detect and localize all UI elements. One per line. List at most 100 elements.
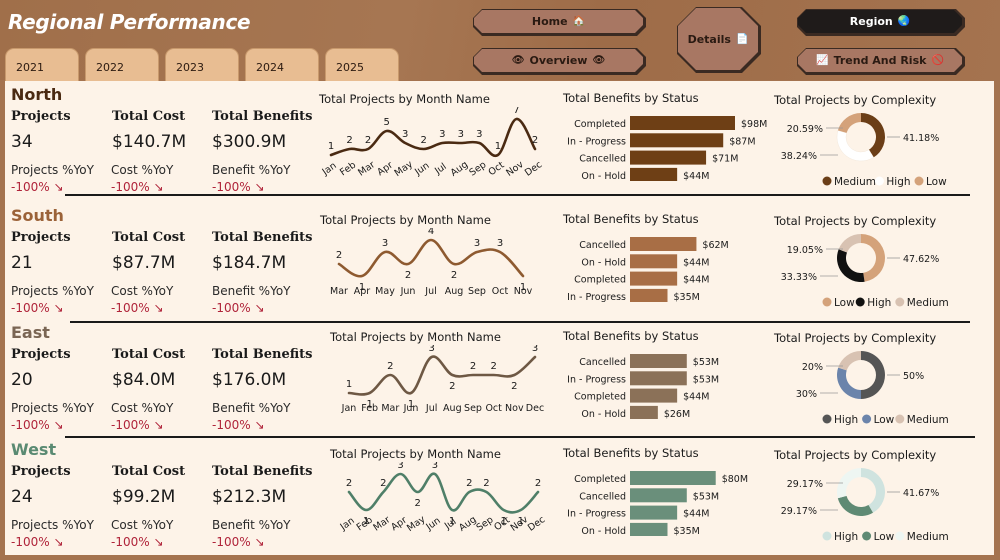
trend-and-risk-label: Trend And Risk	[833, 54, 927, 67]
overview-label: Overview	[529, 54, 588, 67]
donut-chart-title: Total Projects by Complexity	[774, 331, 937, 345]
x-tick-label: Jun	[400, 286, 416, 297]
data-label: 1	[346, 379, 352, 390]
legend-swatch	[855, 297, 865, 307]
benefit-yoy-label: Benefit %YoY	[212, 401, 291, 415]
donut-chart: 41.67% 29.17% 29.17% High Low Medium	[781, 468, 949, 543]
bar	[630, 237, 697, 251]
total-cost-label: Total Cost	[112, 347, 186, 362]
legend-label: Medium	[834, 176, 876, 188]
bar-category-label: Cancelled	[579, 240, 626, 251]
cost-yoy-value: -100% ↘	[111, 301, 164, 315]
donut-slice	[861, 468, 885, 513]
donut-percent-label: 33.33%	[781, 272, 817, 283]
benefit-yoy-label: Benefit %YoY	[212, 518, 291, 532]
data-label: 3	[432, 462, 438, 471]
bar-category-label: On - Hold	[581, 526, 626, 536]
bar-category-label: Cancelled	[579, 357, 626, 368]
x-tick-label: Feb	[361, 403, 378, 414]
eye-icon: 👁	[592, 55, 606, 66]
donut-slice	[838, 351, 861, 371]
donut-slice	[837, 249, 865, 282]
region-section-east: East Projects Total Cost Total Benefits …	[5, 319, 994, 437]
bar-chart: Cancelled $62M On - Hold $44M Completed $44M I…	[567, 237, 729, 302]
x-tick-label: May	[393, 159, 416, 177]
data-label: 2	[466, 478, 472, 489]
data-label: 3	[476, 129, 482, 140]
line-chart-title: Total Projects by Month Name	[320, 213, 491, 227]
data-label: 3	[428, 345, 434, 354]
section-divider	[65, 194, 970, 196]
bar	[630, 371, 687, 386]
projects-value: 34	[11, 132, 33, 152]
donut-percent-label: 29.17%	[781, 506, 817, 517]
region-button[interactable]: Region 🌏	[797, 9, 965, 36]
bar-category-label: Completed	[574, 474, 626, 485]
year-tab-2023[interactable]: 2023	[165, 48, 239, 82]
bar-value-label: $44M	[683, 392, 709, 403]
line-chart-title: Total Projects by Month Name	[319, 92, 490, 106]
legend-swatch	[822, 297, 832, 307]
x-tick-label: Feb	[338, 160, 358, 177]
bar	[630, 388, 678, 403]
benefit-yoy-value: -100% ↘	[212, 535, 265, 549]
x-tick-label: Jun	[412, 160, 431, 177]
data-label: 2	[449, 381, 455, 392]
bar-value-label: $35M	[674, 526, 700, 536]
year-tab-2025[interactable]: 2025	[325, 48, 399, 82]
data-label: 1	[363, 516, 369, 527]
bar-value-label: $44M	[683, 275, 709, 286]
donut-chart: 50% 30% 20% High Low Medium	[796, 351, 949, 426]
bar-value-label: $71M	[712, 154, 738, 165]
x-tick-label: Apr	[354, 286, 371, 297]
bar-value-label: $53M	[693, 374, 719, 385]
projects-value: 20	[11, 370, 33, 390]
x-tick-label: Jan	[320, 160, 339, 177]
year-tab-2024[interactable]: 2024	[245, 48, 319, 82]
overview-button[interactable]: 👁 Overview 👁	[473, 48, 646, 75]
chart-increasing-icon: 📈	[816, 55, 829, 66]
x-tick-label: Mar	[356, 159, 377, 177]
trend-and-risk-button[interactable]: 📈 Trend And Risk 🚫	[797, 48, 965, 75]
x-tick-label: Nov	[505, 403, 524, 414]
details-button[interactable]: Details 📄	[677, 7, 761, 73]
legend-label: Low	[874, 531, 895, 543]
x-tick-label: Jul	[425, 403, 437, 414]
line-series	[337, 238, 525, 278]
x-tick-label: Aug	[449, 159, 471, 177]
donut-percent-label: 50%	[903, 371, 924, 382]
bar-value-label: $44M	[683, 257, 709, 268]
bar-category-label: Cancelled	[579, 491, 626, 502]
bar	[630, 254, 678, 269]
region-name: South	[11, 206, 64, 225]
details-label: Details	[687, 32, 731, 46]
home-button[interactable]: Home 🏠	[473, 9, 646, 36]
bar-value-label: $44M	[683, 509, 709, 520]
projects-label: Projects	[11, 230, 71, 245]
data-label: 2	[346, 135, 352, 146]
projects-label: Projects	[11, 347, 71, 362]
data-label: 2	[336, 250, 342, 261]
data-label: 3	[458, 129, 464, 140]
cost-yoy-value: -100% ↘	[111, 535, 164, 549]
total-benefits-label: Total Benefits	[212, 464, 313, 479]
bar-category-label: In - Progress	[567, 136, 626, 147]
legend-swatch	[862, 531, 872, 541]
total-cost-label: Total Cost	[112, 109, 186, 124]
legend-swatch	[895, 297, 905, 307]
donut-chart-title: Total Projects by Complexity	[774, 214, 937, 228]
bar-category-label: In - Progress	[567, 509, 626, 520]
projects-yoy-value: -100% ↘	[11, 180, 64, 194]
home-icon: 🏠	[572, 16, 586, 27]
total-cost-label: Total Cost	[112, 464, 186, 479]
total-benefits-value: $212.3M	[212, 487, 287, 507]
region-section-south: South Projects Total Cost Total Benefits…	[5, 202, 994, 320]
x-tick-label: Oct	[485, 403, 502, 414]
donut-slice	[837, 113, 861, 133]
data-label: 1	[518, 516, 524, 527]
bar	[630, 488, 687, 503]
year-tab-2022[interactable]: 2022	[85, 48, 159, 82]
year-tab-2021[interactable]: 2021	[5, 48, 79, 82]
bar	[630, 522, 668, 536]
